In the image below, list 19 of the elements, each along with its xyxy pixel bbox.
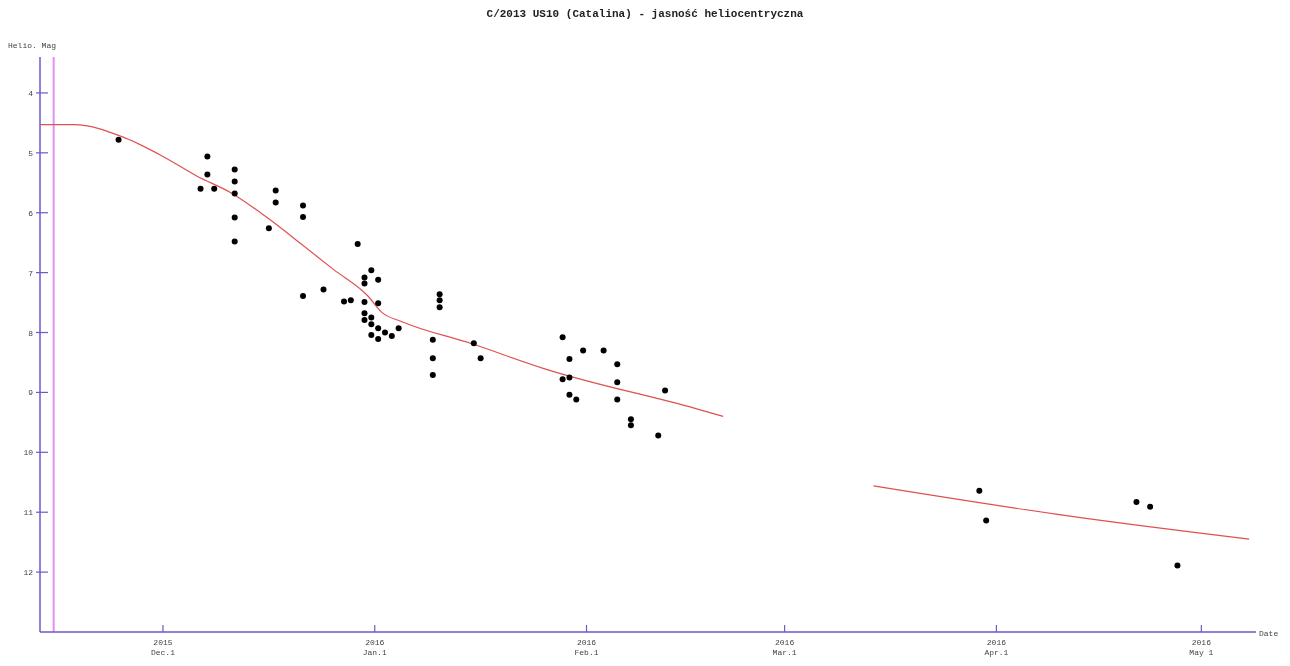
y-axis-title: Helio. Mag bbox=[8, 41, 57, 50]
x-tick-label: 2015 Dec.1 bbox=[150, 638, 176, 657]
chart-title: C/2013 US10 (Catalina) - jasność heliocentryczna bbox=[486, 8, 804, 20]
x-tick-label: 2016 Mar.1 bbox=[772, 638, 797, 657]
x-tick-label: 2016 Apr.1 bbox=[984, 638, 1009, 657]
y-tick-label: 12 bbox=[23, 568, 34, 578]
y-tick-label: 4 bbox=[28, 88, 34, 98]
y-tick-label: 7 bbox=[28, 268, 34, 278]
x-axis-title: Date bbox=[1259, 629, 1279, 638]
y-tick-label: 6 bbox=[28, 208, 34, 218]
x-tick-label: 2016 Jan.1 bbox=[362, 638, 387, 657]
y-tick-label: 8 bbox=[28, 328, 34, 338]
y-tick-label: 11 bbox=[23, 508, 34, 518]
y-tick-label: 9 bbox=[28, 388, 34, 398]
y-tick-label: 10 bbox=[23, 448, 34, 458]
line-series bbox=[39, 124, 724, 417]
y-tick-label: 5 bbox=[28, 148, 34, 158]
x-tick-label: 2016 Feb.1 bbox=[574, 638, 599, 657]
x-tick-label: 2016 May 1 bbox=[1189, 638, 1214, 657]
